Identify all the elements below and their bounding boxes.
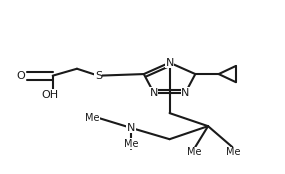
Text: Me: Me	[86, 113, 100, 123]
Text: O: O	[17, 71, 25, 81]
Text: Me: Me	[187, 147, 201, 157]
Text: N: N	[127, 123, 135, 133]
Text: OH: OH	[41, 90, 58, 100]
Text: N: N	[181, 88, 190, 98]
Text: S: S	[95, 71, 102, 81]
Text: N: N	[149, 88, 158, 98]
Text: Me: Me	[227, 147, 241, 157]
Text: Me: Me	[124, 139, 138, 149]
Text: N: N	[165, 58, 174, 68]
